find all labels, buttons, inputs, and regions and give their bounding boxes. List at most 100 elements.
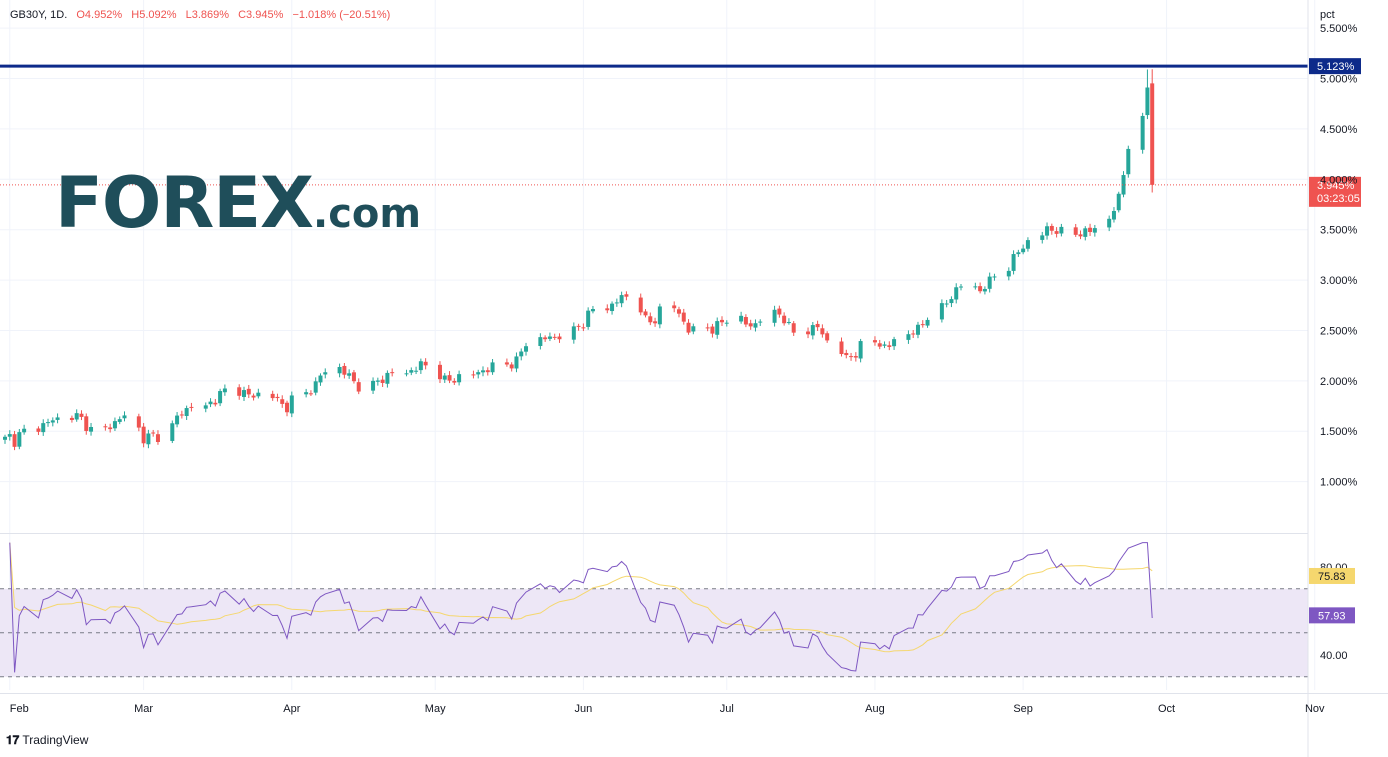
candle-body [356, 382, 361, 392]
candle-body [36, 428, 41, 432]
time-tick-label: Jul [720, 703, 734, 715]
rsi-pane [0, 542, 1308, 678]
tradingview-brand[interactable]: 𝟏𝟕 TradingView [6, 733, 88, 748]
candle-body [772, 309, 777, 323]
candle-body [610, 303, 615, 312]
candle-body [117, 419, 122, 422]
candle-body [586, 310, 591, 327]
candle-body [720, 319, 724, 323]
candle-body [524, 346, 529, 352]
candle-body [724, 322, 729, 324]
candle-body [858, 341, 863, 359]
candle-body [1016, 252, 1021, 255]
candle-body [385, 372, 390, 384]
candle-body [557, 336, 562, 340]
candle-body [648, 316, 653, 323]
candle-body [653, 321, 658, 324]
candle-body [155, 434, 160, 442]
candle-body [170, 423, 175, 441]
watermark-suffix: .com [313, 191, 422, 237]
candle-body [50, 420, 55, 423]
candle-body [954, 287, 959, 300]
candle-body [1054, 231, 1059, 234]
rsi-ma-line [9, 542, 1153, 653]
candle-body [715, 321, 720, 335]
time-tick-label: Jun [575, 703, 593, 715]
candle-body [1059, 226, 1064, 234]
candle-body [944, 303, 949, 305]
candle-body [892, 339, 897, 347]
time-tick-label: Aug [865, 703, 885, 715]
candle-body [1088, 227, 1093, 233]
candle-body [643, 311, 648, 316]
candle-body [543, 337, 548, 340]
candle-body [1011, 254, 1016, 271]
bar-countdown-label: 03:23:05 [1317, 193, 1360, 205]
candle-body [982, 288, 987, 292]
candle-body [418, 361, 423, 371]
candle-body [676, 309, 681, 314]
candle-body [308, 393, 313, 395]
candle-body [1092, 228, 1097, 233]
candle-body [22, 428, 27, 433]
candle-body [1045, 226, 1050, 236]
candle-body [686, 322, 691, 333]
rsi-line [9, 542, 1153, 673]
candle-body [203, 405, 208, 409]
resistance-price-label: 5.123% [1317, 61, 1355, 73]
candle-body [1073, 227, 1078, 235]
candle-body [1107, 218, 1112, 228]
candle-body [371, 380, 376, 391]
candle-body [452, 380, 457, 383]
legend-header: GB30Y, 1D. O4.952% H5.092% L3.869% C3.94… [10, 9, 396, 21]
candle-body [1126, 148, 1131, 175]
candle-body [46, 422, 51, 424]
candle-body [657, 306, 662, 325]
candle-body [1116, 193, 1121, 211]
candle-body [925, 319, 930, 326]
candle-body [705, 327, 710, 329]
candle-body [409, 370, 414, 373]
price-tick-label: 1.500% [1320, 426, 1358, 438]
candle-body [84, 416, 89, 431]
candlestick-series [3, 69, 1155, 451]
candle-body [55, 417, 60, 420]
candle-body [853, 356, 858, 358]
candle-body [1140, 115, 1145, 150]
candle-body [839, 341, 844, 355]
candle-body [504, 362, 509, 365]
time-tick-label: Sep [1013, 703, 1033, 715]
candle-body [323, 372, 328, 375]
candle-body [179, 414, 184, 416]
candle-body [103, 426, 108, 428]
time-tick-label: Mar [134, 703, 153, 715]
candle-body [318, 375, 323, 383]
candle-body [605, 308, 610, 311]
candle-body [973, 286, 978, 288]
candle-body [571, 326, 576, 340]
candle-body [380, 379, 385, 383]
candle-body [175, 415, 180, 425]
rsi-value-label: 57.93 [1318, 610, 1346, 622]
candle-body [624, 294, 629, 297]
candle-body [41, 423, 46, 433]
candle-body [915, 324, 920, 335]
candle-body [222, 388, 227, 393]
candle-body [270, 393, 275, 399]
time-tick-label: Apr [283, 703, 300, 715]
candle-body [1150, 83, 1155, 185]
forex-watermark-logo: FOREX.com [55, 162, 421, 244]
candle-body [509, 364, 514, 369]
candle-body [1078, 234, 1083, 237]
candle-body [1049, 225, 1054, 231]
brand-label: TradingView [22, 733, 89, 747]
watermark-text: FOREX [55, 162, 314, 244]
candle-body [189, 406, 194, 408]
tradingview-logo-icon: 𝟏𝟕 [6, 733, 20, 747]
candle-body [136, 416, 141, 428]
candle-body [959, 286, 963, 288]
close-value: C3.945% [238, 9, 284, 21]
symbol-label[interactable]: GB30Y, 1D. [10, 9, 68, 21]
candle-body [882, 344, 887, 346]
